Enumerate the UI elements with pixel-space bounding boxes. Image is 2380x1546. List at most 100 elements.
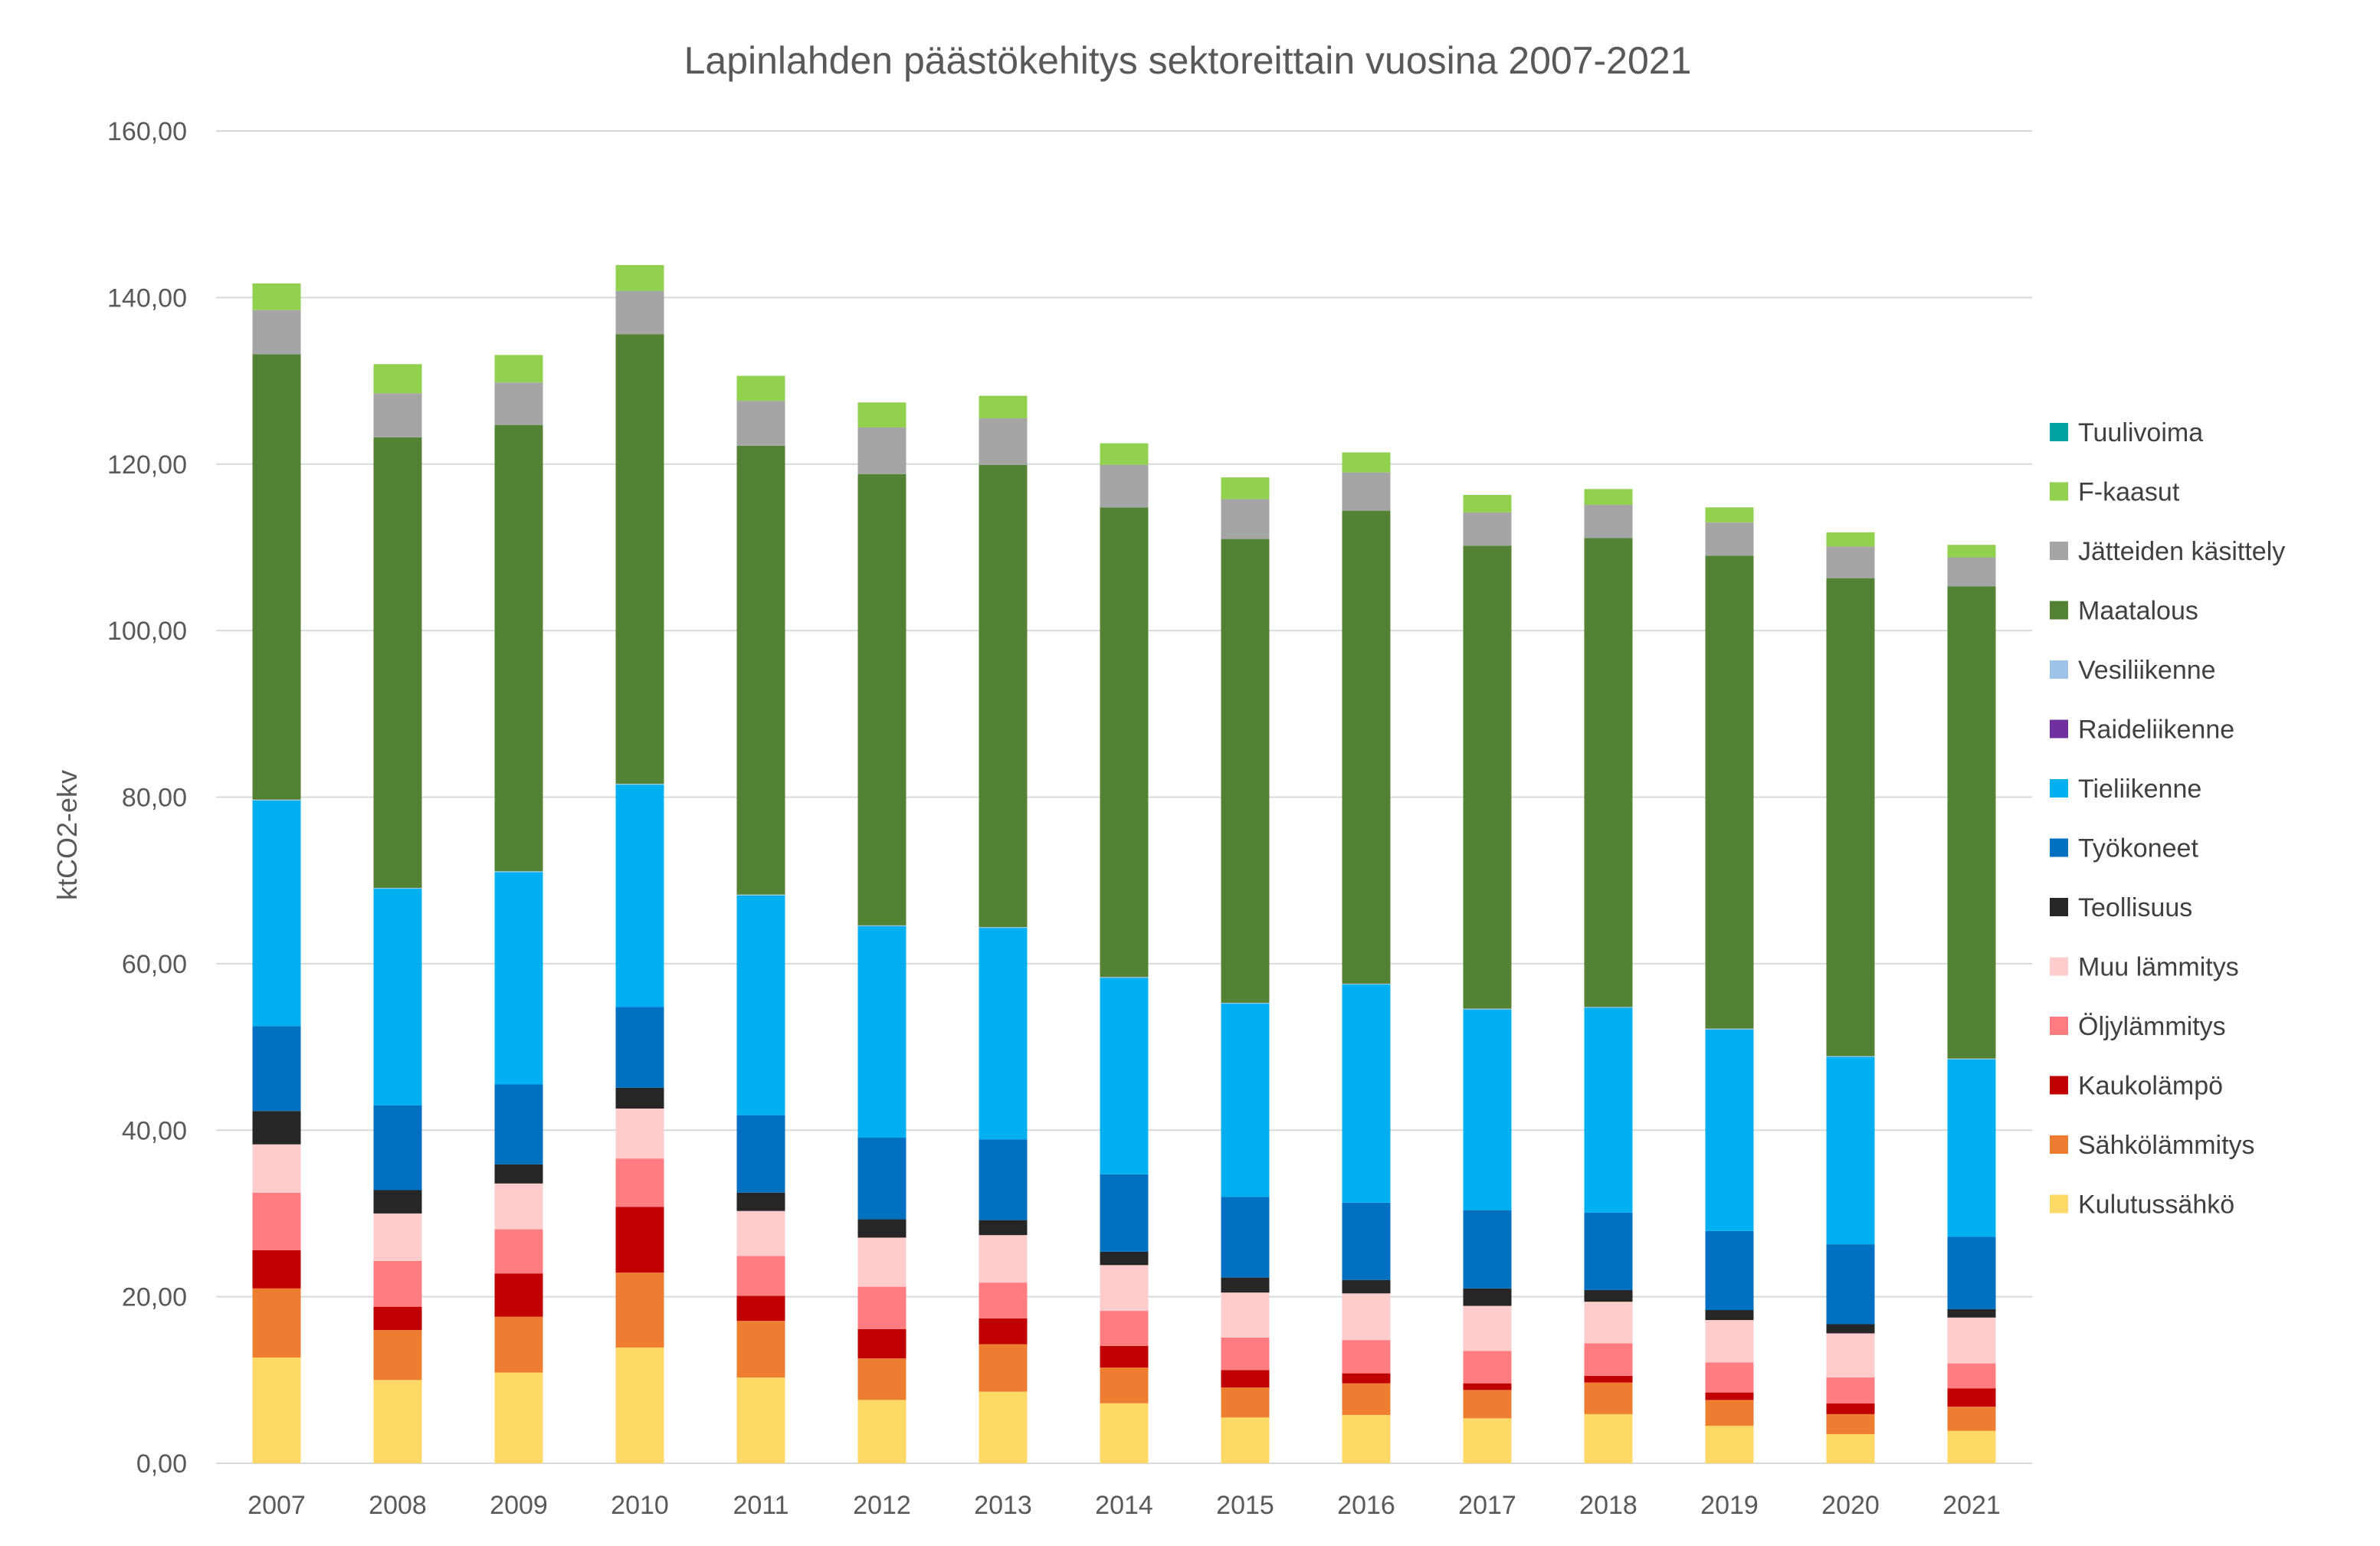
bar-segment: [494, 382, 543, 425]
bar-segment: [1100, 507, 1149, 978]
legend-label: F-kaasut: [2078, 478, 2180, 507]
bar-segment: [1947, 1430, 1996, 1463]
bar-segment: [1463, 1418, 1512, 1463]
x-tick-label: 2015: [1216, 1491, 1274, 1520]
bar-segment: [1221, 1387, 1270, 1418]
y-tick-label: 140,00: [107, 283, 187, 313]
legend-label: Maatalous: [2078, 597, 2198, 626]
bar-segment: [857, 925, 906, 1138]
bar-stack-2015: [1221, 477, 1270, 1463]
bar-segment: [1584, 1375, 1633, 1383]
bar-segment: [979, 1282, 1028, 1318]
bar-segment: [1342, 510, 1391, 984]
x-tick-label: 2011: [733, 1491, 788, 1520]
bar-segment: [1584, 1302, 1633, 1344]
bar-segment: [373, 1190, 422, 1214]
bar-stack-2018: [1584, 489, 1633, 1463]
bar-segment: [1463, 1351, 1512, 1384]
bar-segment: [252, 1192, 301, 1250]
legend-item: Raideliikenne: [2050, 716, 2234, 745]
x-axis-ticks: 2007 2008 2009 2010 2011 2012 2013 2014 2015 2016…: [248, 1491, 2001, 1520]
bar-segment: [615, 1108, 664, 1159]
bar-segment: [1947, 1058, 1996, 1060]
y-tick-label: 160,00: [107, 117, 187, 146]
bar-segment: [373, 1306, 422, 1331]
bar-segment: [857, 1400, 906, 1463]
bar-segment: [1826, 1333, 1875, 1378]
bar-segment: [373, 1105, 422, 1191]
bar-segment: [494, 424, 543, 872]
bar-segment: [1584, 1007, 1633, 1213]
x-tick-label: 2021: [1942, 1491, 2001, 1520]
bar-segment: [252, 1026, 301, 1112]
bar-segment: [1463, 1390, 1512, 1419]
y-tick-label: 60,00: [122, 950, 187, 979]
bar-segment: [1947, 545, 1996, 558]
bar-segment: [1826, 578, 1875, 1056]
bar-segment: [494, 872, 543, 1085]
bar-segment: [1100, 1174, 1149, 1252]
bar-segment: [1221, 1002, 1270, 1004]
bar-segment: [857, 1219, 906, 1238]
bar-segment: [979, 1391, 1028, 1463]
bar-segment: [615, 1347, 664, 1463]
bar-segment: [1342, 1414, 1391, 1463]
legend-swatch: [2050, 838, 2068, 857]
bar-segment: [1584, 505, 1633, 539]
legend-swatch: [2050, 898, 2068, 916]
bar-segment: [1100, 464, 1149, 508]
bar-segment: [979, 1235, 1028, 1283]
legend-swatch: [2050, 1135, 2068, 1154]
legend-swatch: [2050, 1076, 2068, 1095]
bar-segment: [1100, 1311, 1149, 1346]
legend-item: Kaukolämpö: [2050, 1072, 2223, 1101]
bar-segment: [615, 784, 664, 1007]
bar-segment: [1705, 1320, 1754, 1363]
bar-segment: [1342, 452, 1391, 473]
bar-segment: [979, 1139, 1028, 1220]
bar-segment: [1100, 978, 1149, 1174]
legend-swatch: [2050, 719, 2068, 739]
legend-swatch: [2050, 1017, 2068, 1035]
bar-segment: [1100, 443, 1149, 465]
bar-segment: [857, 427, 906, 474]
legend-label: Tuulivoima: [2078, 418, 2203, 447]
bar-segment: [1463, 1009, 1512, 1210]
bar-segment: [373, 1380, 422, 1463]
bar-segment: [252, 1111, 301, 1145]
bar-segment: [736, 1256, 785, 1296]
bar-segment: [252, 1144, 301, 1193]
bar-segment: [1705, 1230, 1754, 1311]
bar-segment: [373, 1213, 422, 1261]
x-tick-label: 2008: [369, 1491, 427, 1520]
bar-stack-2010: [615, 264, 664, 1463]
bar-segment: [1221, 477, 1270, 500]
x-tick-label: 2018: [1579, 1491, 1637, 1520]
bar-segment: [1826, 1056, 1875, 1245]
bar-segment: [1100, 1251, 1149, 1266]
bar-segment: [1221, 1337, 1270, 1371]
y-tick-label: 80,00: [122, 784, 187, 813]
bar-segment: [615, 264, 664, 291]
bar-segment: [252, 354, 301, 800]
bar-segment: [1463, 1288, 1512, 1306]
bar-segment: [252, 283, 301, 310]
bar-segment: [1826, 1403, 1875, 1414]
y-tick-label: 40,00: [122, 1116, 187, 1145]
bar-segment: [1947, 1236, 1996, 1309]
bar-segment: [1463, 1008, 1512, 1010]
bar-segment: [1584, 1382, 1633, 1414]
y-tick-label: 20,00: [122, 1283, 187, 1312]
bar-segment: [1342, 1293, 1391, 1341]
bar-segment: [373, 364, 422, 394]
bar-segment: [979, 928, 1028, 1140]
bar-segment: [1100, 1403, 1149, 1463]
legend-label: Muu lämmitys: [2078, 953, 2239, 982]
bar-segment: [1221, 1277, 1270, 1293]
bar-segment: [1826, 532, 1875, 547]
bar-segment: [1947, 557, 1996, 587]
bar-segment: [1826, 1377, 1875, 1404]
bar-segment: [252, 1357, 301, 1463]
